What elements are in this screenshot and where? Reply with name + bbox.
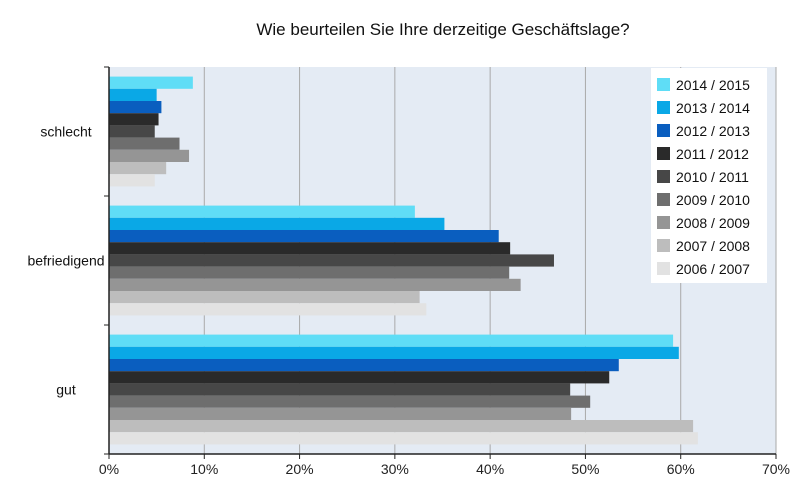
bar-befriedigend-2011/2012 — [109, 242, 511, 255]
bar-gut-2010/2011 — [109, 383, 571, 396]
legend-box — [651, 68, 767, 283]
bar-schlecht-2007/2008 — [109, 162, 167, 175]
bar-befriedigend-2009/2010 — [109, 266, 510, 279]
x-tick-label: 50% — [571, 461, 599, 477]
legend-label: 2006 / 2007 — [676, 261, 750, 277]
legend-swatch — [657, 78, 670, 91]
x-tick-label: 20% — [286, 461, 314, 477]
bar-befriedigend-2010/2011 — [109, 254, 554, 267]
x-tick-label: 60% — [667, 461, 695, 477]
legend-label: 2008 / 2009 — [676, 215, 750, 231]
bar-befriedigend-2013/2014 — [109, 217, 445, 230]
legend-swatch — [657, 124, 670, 137]
bar-gut-2009/2010 — [109, 395, 591, 408]
bar-schlecht-2012/2013 — [109, 101, 162, 114]
bar-befriedigend-2014/2015 — [109, 205, 415, 218]
x-tick-label: 30% — [381, 461, 409, 477]
legend-swatch — [657, 193, 670, 206]
legend-label: 2014 / 2015 — [676, 77, 750, 93]
bar-schlecht-2006/2007 — [109, 174, 155, 187]
legend-swatch — [657, 101, 670, 114]
bar-befriedigend-2012/2013 — [109, 230, 499, 243]
bar-schlecht-2013/2014 — [109, 88, 157, 101]
bar-schlecht-2008/2009 — [109, 149, 190, 162]
category-label: schlecht — [40, 124, 91, 140]
bar-befriedigend-2007/2008 — [109, 291, 420, 304]
bar-gut-2013/2014 — [109, 346, 679, 359]
category-label: gut — [56, 382, 76, 398]
bar-schlecht-2011/2012 — [109, 113, 159, 126]
bar-gut-2012/2013 — [109, 359, 619, 372]
bar-schlecht-2010/2011 — [109, 125, 155, 138]
category-label: befriedigend — [27, 253, 104, 269]
x-tick-label: 70% — [762, 461, 790, 477]
bar-schlecht-2009/2010 — [109, 137, 180, 150]
bar-befriedigend-2006/2007 — [109, 303, 427, 316]
x-tick-label: 40% — [476, 461, 504, 477]
bar-befriedigend-2008/2009 — [109, 278, 521, 291]
legend-swatch — [657, 170, 670, 183]
legend-label: 2012 / 2013 — [676, 123, 750, 139]
bar-gut-2014/2015 — [109, 334, 674, 347]
bar-gut-2011/2012 — [109, 371, 610, 384]
legend-label: 2009 / 2010 — [676, 192, 750, 208]
legend-swatch — [657, 216, 670, 229]
bar-gut-2008/2009 — [109, 407, 572, 420]
legend-label: 2011 / 2012 — [676, 146, 749, 162]
legend-label: 2010 / 2011 — [676, 169, 749, 185]
x-tick-label: 10% — [190, 461, 218, 477]
chart-title: Wie beurteilen Sie Ihre derzeitige Gesch… — [256, 20, 630, 39]
legend-swatch — [657, 147, 670, 160]
legend-swatch — [657, 239, 670, 252]
legend-swatch — [657, 262, 670, 275]
bar-gut-2006/2007 — [109, 432, 698, 445]
legend-label: 2013 / 2014 — [676, 100, 750, 116]
legend: 2014 / 2015 2013 / 2014 2012 / 2013 2011 / … — [651, 68, 767, 283]
legend-label: 2007 / 2008 — [676, 238, 750, 254]
bar-schlecht-2014/2015 — [109, 76, 193, 89]
bar-gut-2007/2008 — [109, 420, 694, 433]
x-tick-label: 0% — [99, 461, 119, 477]
